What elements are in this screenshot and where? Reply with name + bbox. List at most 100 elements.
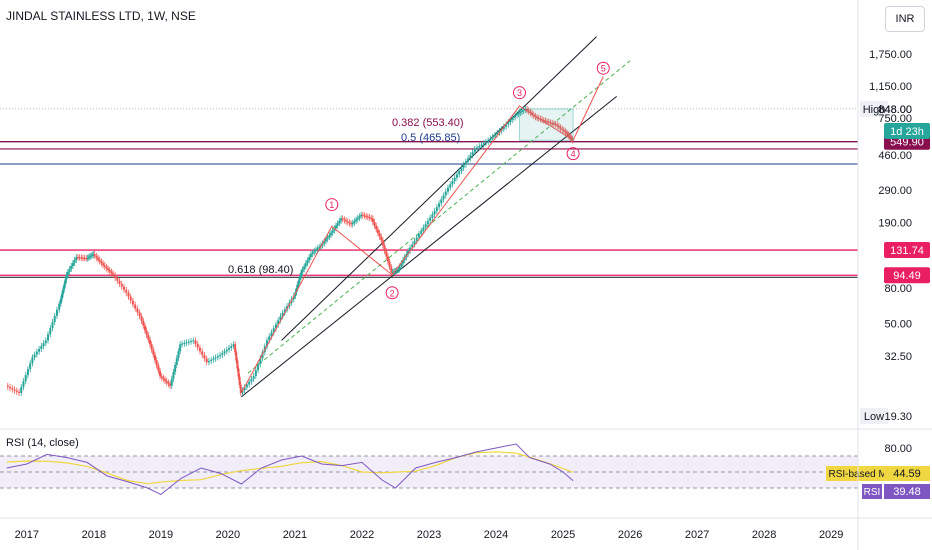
candle-body xyxy=(556,124,559,126)
candle-body xyxy=(154,354,157,361)
price-tick-label: 1,750.00 xyxy=(869,49,912,61)
candle-body xyxy=(517,113,520,115)
candle-body xyxy=(340,218,343,221)
wave-label: 1 xyxy=(329,200,334,210)
wave-marker xyxy=(325,198,339,212)
candle-body xyxy=(554,123,557,125)
candle-body xyxy=(292,295,295,300)
candle-body xyxy=(92,254,95,256)
candle-body xyxy=(221,353,224,355)
candle-body xyxy=(80,257,83,259)
candle-body xyxy=(343,219,346,221)
wave-marker xyxy=(385,286,399,300)
candle-body xyxy=(15,390,18,392)
candle-body xyxy=(493,134,496,137)
candle-body xyxy=(63,284,66,290)
candle-body xyxy=(455,174,458,178)
currency-button[interactable]: INR xyxy=(885,6,925,32)
wave-label: 3 xyxy=(517,88,522,98)
candle-body xyxy=(277,320,280,325)
candle-body xyxy=(9,386,12,389)
rsi-value: 39.48 xyxy=(893,486,921,498)
candle-body xyxy=(526,108,529,111)
candle-body xyxy=(245,384,248,388)
candle-body xyxy=(509,119,512,123)
candle-body xyxy=(232,344,235,347)
rsi-title: RSI (14, close) xyxy=(6,437,79,449)
candle-body xyxy=(329,232,332,236)
candle-body xyxy=(164,379,167,381)
candle-body xyxy=(397,269,400,271)
time-tick-label: 2026 xyxy=(618,529,642,541)
candle-body xyxy=(138,312,141,317)
candle-body xyxy=(304,263,307,267)
candle-body xyxy=(261,352,264,359)
candle-body xyxy=(498,130,501,133)
candle-body xyxy=(236,360,239,369)
price-pane[interactable]: 131.74 94.49 549.90 1 2 3 4 5 0.382 (553.40) 0.5 … xyxy=(0,36,930,424)
candle-body xyxy=(489,138,492,141)
candle-body xyxy=(544,120,547,122)
candle-body xyxy=(172,371,175,379)
elliott-wave-path[interactable] xyxy=(240,76,604,394)
candle-body xyxy=(68,268,71,272)
candle-body xyxy=(185,342,188,344)
price-tick-label: 848.00 xyxy=(878,104,912,116)
candle-body xyxy=(248,381,251,385)
candle-body xyxy=(306,260,309,264)
fib-label-05: 0.5 (465.85) xyxy=(401,132,460,144)
candle-body xyxy=(303,266,306,270)
candle-body xyxy=(108,269,111,272)
channel-midline[interactable] xyxy=(247,60,631,374)
candle-body xyxy=(207,361,210,363)
rsi-value-badge xyxy=(884,484,930,499)
wave-label: 2 xyxy=(390,288,395,298)
candle-body xyxy=(169,384,172,386)
rsi-pane[interactable]: 80.00 RSI-based MA 44.59 RSI 39.48 xyxy=(0,443,930,499)
candle-body xyxy=(250,378,253,382)
candle-body xyxy=(127,292,130,297)
candle-body xyxy=(502,126,505,130)
candle-body xyxy=(473,148,476,153)
candle-body xyxy=(237,368,240,377)
candle-body xyxy=(551,122,554,124)
candle-body xyxy=(547,121,550,123)
candle-body xyxy=(254,370,257,377)
candle-body xyxy=(97,257,100,260)
time-tick-label: 2024 xyxy=(484,529,508,541)
candle-body xyxy=(388,261,391,268)
candle-body xyxy=(179,344,182,352)
candle-body xyxy=(552,123,555,125)
candle-body xyxy=(313,251,316,253)
countdown-label: 1d 23h xyxy=(890,126,924,138)
candle-body xyxy=(259,358,262,365)
low-value: 19.30 xyxy=(884,411,912,423)
candle-body xyxy=(70,265,73,269)
rsi-line xyxy=(6,443,574,495)
channel-upper[interactable] xyxy=(281,36,597,341)
high-label: High xyxy=(863,104,886,116)
channel-lower[interactable] xyxy=(241,95,617,398)
candle-body xyxy=(422,227,425,231)
correction-box[interactable] xyxy=(518,108,574,141)
candle-body xyxy=(568,135,571,137)
candle-body xyxy=(559,127,562,129)
candle-body xyxy=(385,250,388,257)
candle-body xyxy=(225,349,228,352)
candle-body xyxy=(100,261,103,264)
candle-body xyxy=(460,167,463,172)
candle-body xyxy=(480,144,483,147)
time-tick-label: 2029 xyxy=(819,529,843,541)
candle-body xyxy=(243,387,246,391)
candle-body xyxy=(31,357,34,364)
candle-body xyxy=(142,320,145,326)
rsi-ma-value-badge xyxy=(884,466,930,481)
candle-body xyxy=(426,220,429,225)
candle-body xyxy=(170,378,173,386)
candle-body xyxy=(529,111,532,114)
candle-body xyxy=(440,199,443,204)
candle-body xyxy=(35,351,38,355)
candle-body xyxy=(205,358,208,363)
candle-body xyxy=(433,211,436,215)
